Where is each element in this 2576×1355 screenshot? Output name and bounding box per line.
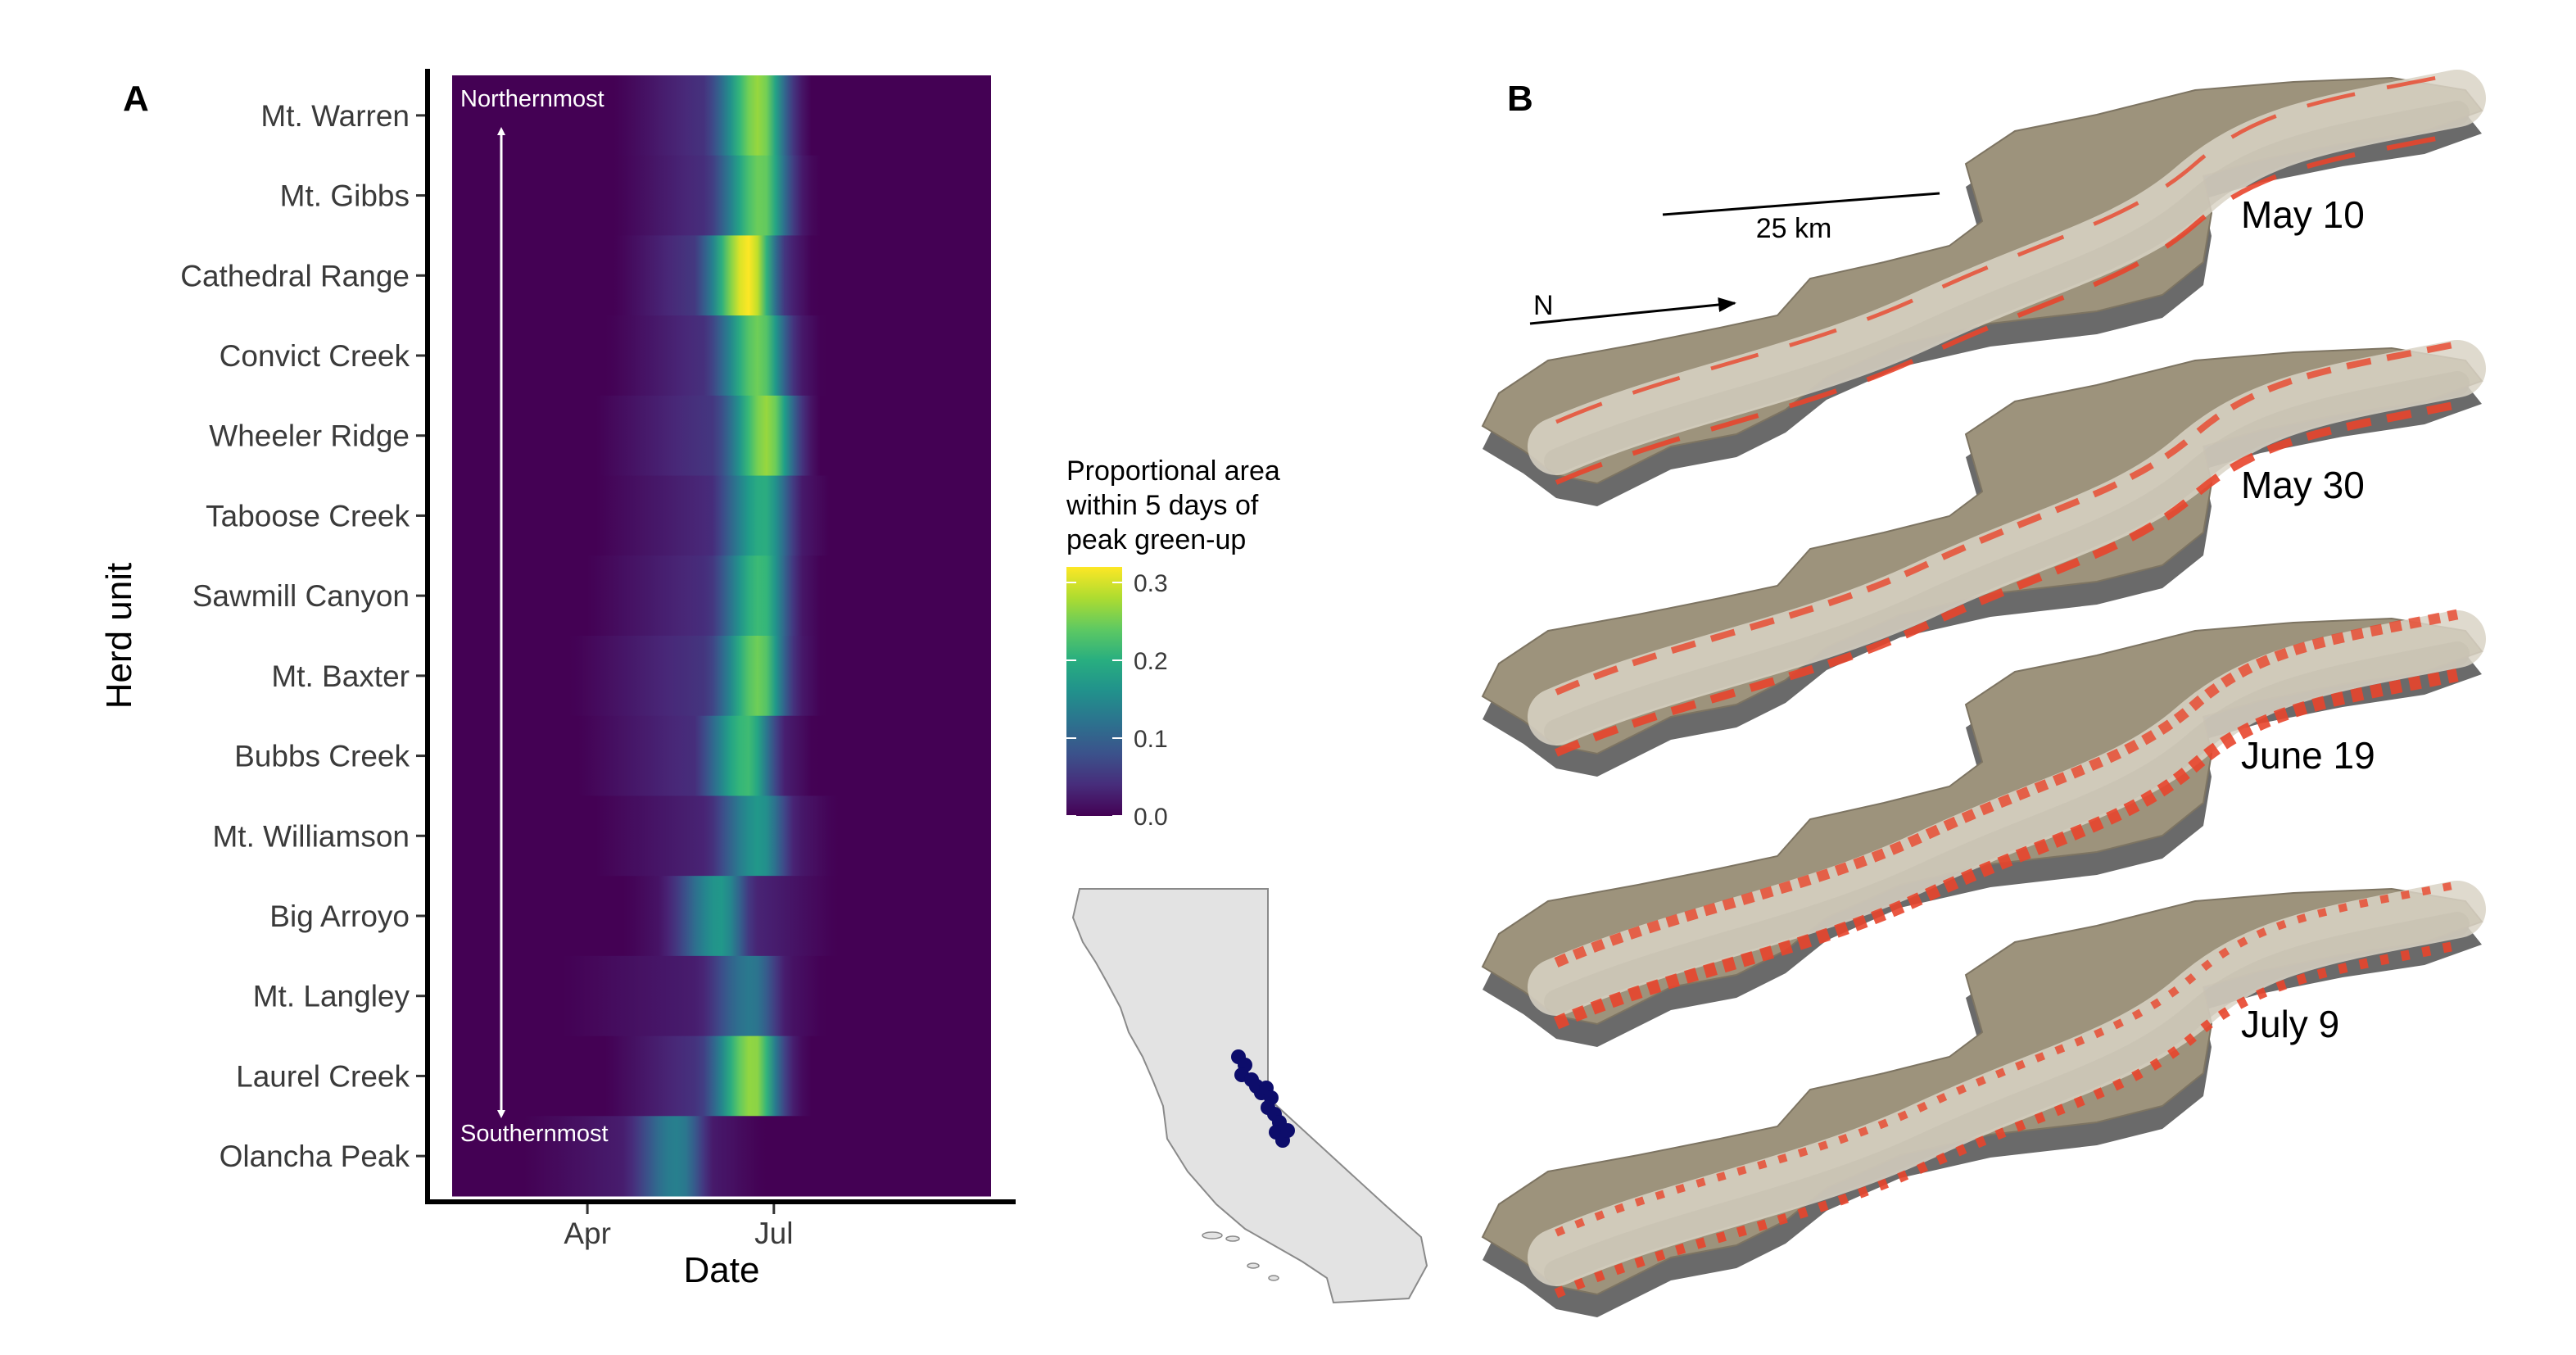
row-label: Convict Creek xyxy=(220,339,410,373)
slab-ridge xyxy=(1528,610,2486,1016)
colorbar-tick-label: 0.2 xyxy=(1134,648,1168,675)
row-label: Laurel Creek xyxy=(236,1059,410,1093)
inset-map xyxy=(1071,888,1428,1304)
colorbar-tick-label: 0.3 xyxy=(1134,570,1168,597)
island xyxy=(1268,1275,1279,1281)
slab-ridge xyxy=(1528,340,2486,745)
heatmap-row xyxy=(452,315,991,397)
row-label: Mt. Baxter xyxy=(271,659,410,693)
row-label: Mt. Langley xyxy=(253,980,410,1013)
island xyxy=(1202,1231,1223,1239)
y-axis-title: Herd unit xyxy=(99,563,139,709)
panel-label-b: B xyxy=(1507,79,1533,119)
north-arrow xyxy=(1529,297,1736,325)
terrain-slab xyxy=(1481,340,2486,777)
island xyxy=(1247,1262,1260,1269)
green-up-highlight xyxy=(1555,401,2458,757)
row-label: Mt. Warren xyxy=(260,99,410,133)
green-up-highlight xyxy=(1554,609,2459,968)
slab-date-label: May 30 xyxy=(2241,464,2365,506)
green-up-highlight xyxy=(1553,668,2459,1030)
colorbar-gradient xyxy=(1066,567,1122,816)
herd-point xyxy=(1280,1123,1295,1138)
north-label: N xyxy=(1533,290,1554,321)
colorbar-title-line-1: Proportional area xyxy=(1066,455,1280,487)
terrain-slab xyxy=(1481,881,2486,1317)
island xyxy=(1225,1235,1240,1242)
colorbar-tick-label: 0.0 xyxy=(1134,804,1168,831)
scale-bar-label: 25 km xyxy=(1756,213,1832,244)
heatmap-row xyxy=(452,876,991,957)
heatmap-row xyxy=(452,75,991,156)
annotation-northernmost: Northernmost xyxy=(460,86,604,112)
heatmap-row xyxy=(452,555,991,637)
colorbar-title-line-3: peak green-up xyxy=(1066,524,1246,555)
colorbar-title-line-2: within 5 days of xyxy=(1066,490,1259,521)
channel-islands xyxy=(1202,1231,1279,1281)
colorbar-tick-label: 0.1 xyxy=(1134,726,1168,753)
green-up-highlight xyxy=(1555,341,2458,696)
herd-unit-points xyxy=(1231,1049,1295,1148)
x-axis-title: Date xyxy=(684,1250,760,1290)
colorbar-ticks: 0.3 0.2 0.1 0.0 xyxy=(1066,570,1168,831)
green-up-highlight xyxy=(1555,71,2458,424)
slab-ridge-highlight xyxy=(1544,101,2470,474)
row-label: Mt. Gibbs xyxy=(280,179,410,213)
slab-ridge xyxy=(1528,70,2486,475)
slab-date-label: July 9 xyxy=(2241,1003,2339,1045)
heatmap-row xyxy=(452,715,991,796)
row-label: Wheeler Ridge xyxy=(209,419,410,453)
heatmap-row xyxy=(452,636,991,717)
terrain-panel: 25 km N May 10 May 30 June 19 July 9 xyxy=(1481,70,2486,1317)
slab-date-labels: May 10 May 30 June 19 July 9 xyxy=(2241,193,2375,1045)
heatmap-row xyxy=(452,475,991,556)
slab-ridge-highlight xyxy=(1544,371,2470,744)
row-label: Olancha Peak xyxy=(220,1140,410,1173)
heatmap-panel: Mt. Warren Mt. Gibbs Cathedral Range Convic… xyxy=(99,69,1016,1290)
green-up-highlight xyxy=(1554,940,2459,1298)
slab-ridge-highlight xyxy=(1544,641,2470,1014)
row-label: Sawmill Canyon xyxy=(192,579,410,613)
x-ticks: Apr Jul xyxy=(564,1204,793,1250)
heatmap-row xyxy=(452,155,991,236)
scale-bar xyxy=(1662,192,1940,216)
heatmap-rows xyxy=(452,75,991,1197)
heatmap-row xyxy=(452,1036,991,1117)
x-tick-label: Jul xyxy=(754,1217,793,1250)
row-ticks xyxy=(416,114,426,1158)
row-label: Bubbs Creek xyxy=(234,740,410,773)
heatmap-row xyxy=(452,235,991,316)
terrain-slab xyxy=(1481,609,2486,1047)
x-tick-label: Apr xyxy=(564,1217,611,1250)
slab-date-label: May 10 xyxy=(2241,193,2365,236)
green-up-highlight xyxy=(1555,881,2458,1237)
slab-date-label: June 19 xyxy=(2241,734,2375,777)
row-labels: Mt. Warren Mt. Gibbs Cathedral Range Convic… xyxy=(180,99,410,1173)
colorbar-legend: Proportional area within 5 days of peak … xyxy=(1066,455,1280,831)
slab-ridge-highlight xyxy=(1544,912,2470,1285)
slab-ridge xyxy=(1528,881,2486,1286)
row-label: Big Arroyo xyxy=(269,900,410,933)
heatmap-row xyxy=(452,795,991,877)
terrain-slab xyxy=(1481,70,2486,506)
heatmap-row xyxy=(452,955,991,1037)
panel-label-a: A xyxy=(123,79,149,119)
row-label: Mt. Williamson xyxy=(212,819,410,853)
california-outline xyxy=(1071,888,1428,1304)
row-label: Cathedral Range xyxy=(180,259,410,292)
row-label: Taboose Creek xyxy=(206,499,410,532)
annotation-southernmost: Southernmost xyxy=(460,1121,609,1147)
heatmap-row xyxy=(452,395,991,477)
green-up-highlight xyxy=(1555,132,2458,485)
heatmap-row xyxy=(452,1116,991,1197)
